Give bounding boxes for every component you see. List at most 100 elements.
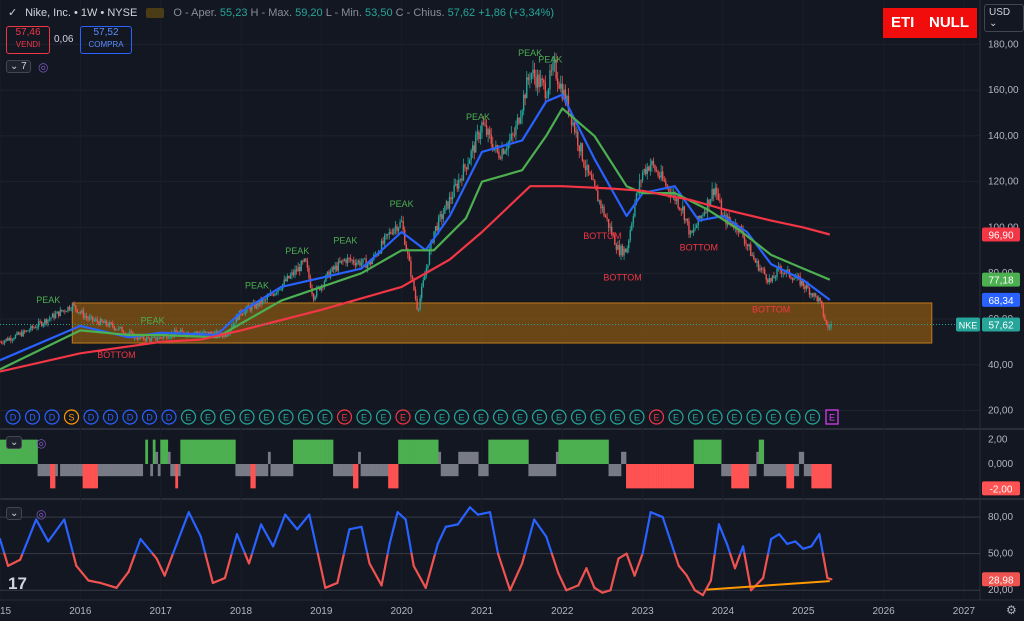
candle-body	[502, 149, 505, 154]
pane3-toggle[interactable]: ⌄	[6, 507, 23, 520]
candle-body	[64, 310, 66, 312]
event-marker	[317, 409, 333, 425]
candle-body	[711, 188, 713, 200]
candle-body	[305, 258, 307, 262]
candle-body	[598, 200, 601, 202]
candle-body	[22, 330, 24, 337]
candle-body	[668, 186, 670, 193]
event-marker-label: S	[68, 413, 74, 423]
candle-body	[107, 324, 109, 327]
candle-body	[547, 89, 550, 97]
buy-button[interactable]: 57,52 COMPRA	[80, 26, 132, 54]
hist-bar	[92, 464, 96, 489]
candle-body	[3, 340, 6, 344]
pane2-toggle[interactable]: ⌄	[6, 436, 23, 449]
osc-line-segment	[508, 562, 524, 592]
candle-body	[54, 313, 57, 319]
hist-bar	[162, 439, 166, 464]
candle-body	[751, 255, 754, 257]
candle-body	[615, 244, 618, 250]
candle-body	[558, 84, 560, 89]
osc-line-segment	[770, 533, 781, 541]
hist-bar	[726, 464, 730, 477]
chevron-down-icon: ⌄	[989, 18, 998, 29]
hist-bar	[518, 439, 522, 464]
hist-bar	[646, 464, 649, 489]
candle-body	[223, 334, 225, 337]
candle-body	[439, 214, 441, 217]
osc-line-segment	[649, 511, 664, 519]
candle-body	[291, 272, 293, 276]
candle-body	[459, 178, 462, 180]
hist-bar	[480, 464, 484, 477]
hist-bar	[548, 464, 552, 477]
candle-body	[675, 199, 678, 202]
candle-body	[611, 226, 613, 235]
osc-line-segment	[6, 558, 22, 567]
hist-bar	[333, 464, 336, 477]
candle-body	[34, 327, 37, 329]
osc-line-segment	[204, 552, 214, 585]
candle-body	[504, 150, 506, 154]
candle-body	[167, 338, 170, 339]
hist-bar	[360, 464, 364, 477]
hist-bar	[340, 464, 344, 477]
candle-body	[42, 323, 44, 326]
hist-bar	[102, 464, 106, 477]
hist-bar	[112, 464, 116, 477]
hist-bar	[265, 464, 269, 477]
hist-bar	[207, 439, 211, 464]
candle-body	[590, 174, 593, 180]
candle-body	[119, 327, 122, 328]
candle-body	[332, 266, 335, 270]
candle-body	[138, 335, 140, 340]
hist-bar	[215, 439, 219, 464]
pane2-settings-icon[interactable]: ◎	[36, 436, 47, 450]
hist-bar	[232, 439, 236, 464]
candle-body	[326, 271, 329, 275]
osc-line-segment	[577, 567, 588, 587]
settings-icon[interactable]: ◎	[38, 60, 49, 74]
candle-body	[397, 227, 400, 232]
indicators-toggle[interactable]: ⌄ 7	[6, 60, 31, 73]
event-marker	[825, 409, 839, 425]
hist-bar	[328, 439, 331, 464]
hist-bar	[538, 464, 542, 477]
hist-bar	[463, 451, 467, 464]
event-marker	[258, 409, 275, 425]
hist-bar	[433, 439, 437, 464]
candle-body	[16, 332, 18, 335]
osc-line-segment	[99, 581, 118, 589]
osc-line-segment	[324, 581, 339, 589]
hist-bar	[776, 464, 780, 477]
candle-body	[346, 257, 349, 264]
currency-selector[interactable]: USD ⌄	[984, 4, 1024, 32]
hist-current-badge	[982, 481, 1020, 496]
sell-button[interactable]: 57,46 VENDI	[6, 26, 50, 54]
candle-body	[513, 134, 516, 136]
candle-body	[59, 309, 61, 317]
candle-body	[416, 298, 418, 310]
hist-bar	[741, 464, 745, 489]
event-marker-label: E	[478, 413, 484, 423]
hist-bar	[781, 464, 785, 477]
candle-body	[283, 279, 285, 284]
hist-bar	[465, 451, 469, 464]
hist-bar	[453, 464, 457, 477]
hist-bar	[272, 464, 276, 477]
price-badge-label: 68,34	[988, 296, 1013, 307]
bottom-label: BOTTOM	[680, 243, 718, 253]
hist-bar	[205, 439, 209, 464]
pane3-settings-icon[interactable]: ◎	[36, 507, 47, 521]
candle-body	[810, 293, 812, 295]
ma-fast-line	[0, 93, 831, 362]
candle-body	[90, 316, 92, 318]
high-value: 59,20	[295, 7, 323, 19]
candle-body	[828, 327, 831, 328]
hist-bar	[105, 464, 108, 477]
hist-bar	[626, 464, 629, 489]
candle-body	[56, 311, 58, 314]
hist-bar	[110, 464, 113, 477]
candle-body	[297, 266, 299, 272]
